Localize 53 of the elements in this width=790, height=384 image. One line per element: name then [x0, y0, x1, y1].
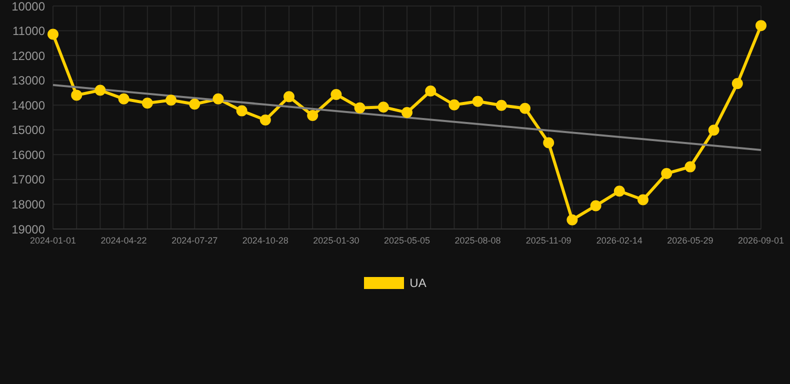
point [354, 102, 366, 114]
point [378, 102, 389, 113]
x-tick-label: 2025-08-08 [454, 235, 501, 246]
point [71, 90, 82, 101]
point [638, 194, 648, 206]
x-tick-label: 2024-04-22 [100, 235, 147, 246]
point [732, 78, 743, 90]
point [236, 105, 248, 116]
point [684, 161, 696, 172]
legend-label: UA [410, 276, 426, 290]
x-tick-label: 2025-05-05 [384, 235, 430, 246]
point [496, 100, 507, 111]
point [614, 186, 625, 197]
y-tick-label: 13000 [12, 74, 46, 88]
x-tick-label: 2026-09-01 [738, 235, 784, 246]
point [402, 107, 412, 118]
x-tick-label: 2024-01-01 [30, 235, 76, 246]
point [189, 98, 200, 110]
point [543, 137, 554, 148]
y-tick-label: 15000 [12, 123, 46, 138]
y-tick-label: 18000 [12, 197, 46, 212]
x-tick-label: 2026-02-14 [596, 235, 642, 246]
x-tick-label: 2025-01-30 [313, 235, 360, 246]
point [284, 91, 294, 102]
y-tick-label: 16000 [12, 148, 46, 162]
y-tick-label: 12000 [12, 48, 46, 63]
y-tick-label: 11000 [12, 24, 46, 38]
point [260, 114, 271, 126]
point [307, 110, 318, 122]
point [142, 98, 153, 109]
y-tick-label: 10000 [12, 0, 46, 14]
point [448, 99, 460, 110]
point [708, 124, 720, 136]
point [472, 96, 484, 107]
point [661, 168, 672, 179]
x-tick-label: 2024-10-28 [242, 235, 288, 246]
x-tick-label: 2025-11-09 [526, 235, 572, 246]
x-tick-label: 2026-05-29 [667, 235, 714, 246]
point [566, 214, 578, 226]
point [48, 28, 58, 40]
point [330, 88, 342, 100]
point [425, 85, 436, 96]
point [166, 94, 176, 106]
y-tick-label: 17000 [12, 172, 46, 187]
point [756, 20, 766, 32]
y-tick-label: 14000 [12, 98, 46, 112]
y-tick-label: 19000 [12, 222, 46, 236]
point [212, 93, 224, 104]
point [94, 84, 106, 96]
point [590, 200, 602, 212]
x-tick-label: 2024-07-27 [172, 235, 218, 246]
point [520, 102, 530, 114]
point [118, 93, 130, 104]
